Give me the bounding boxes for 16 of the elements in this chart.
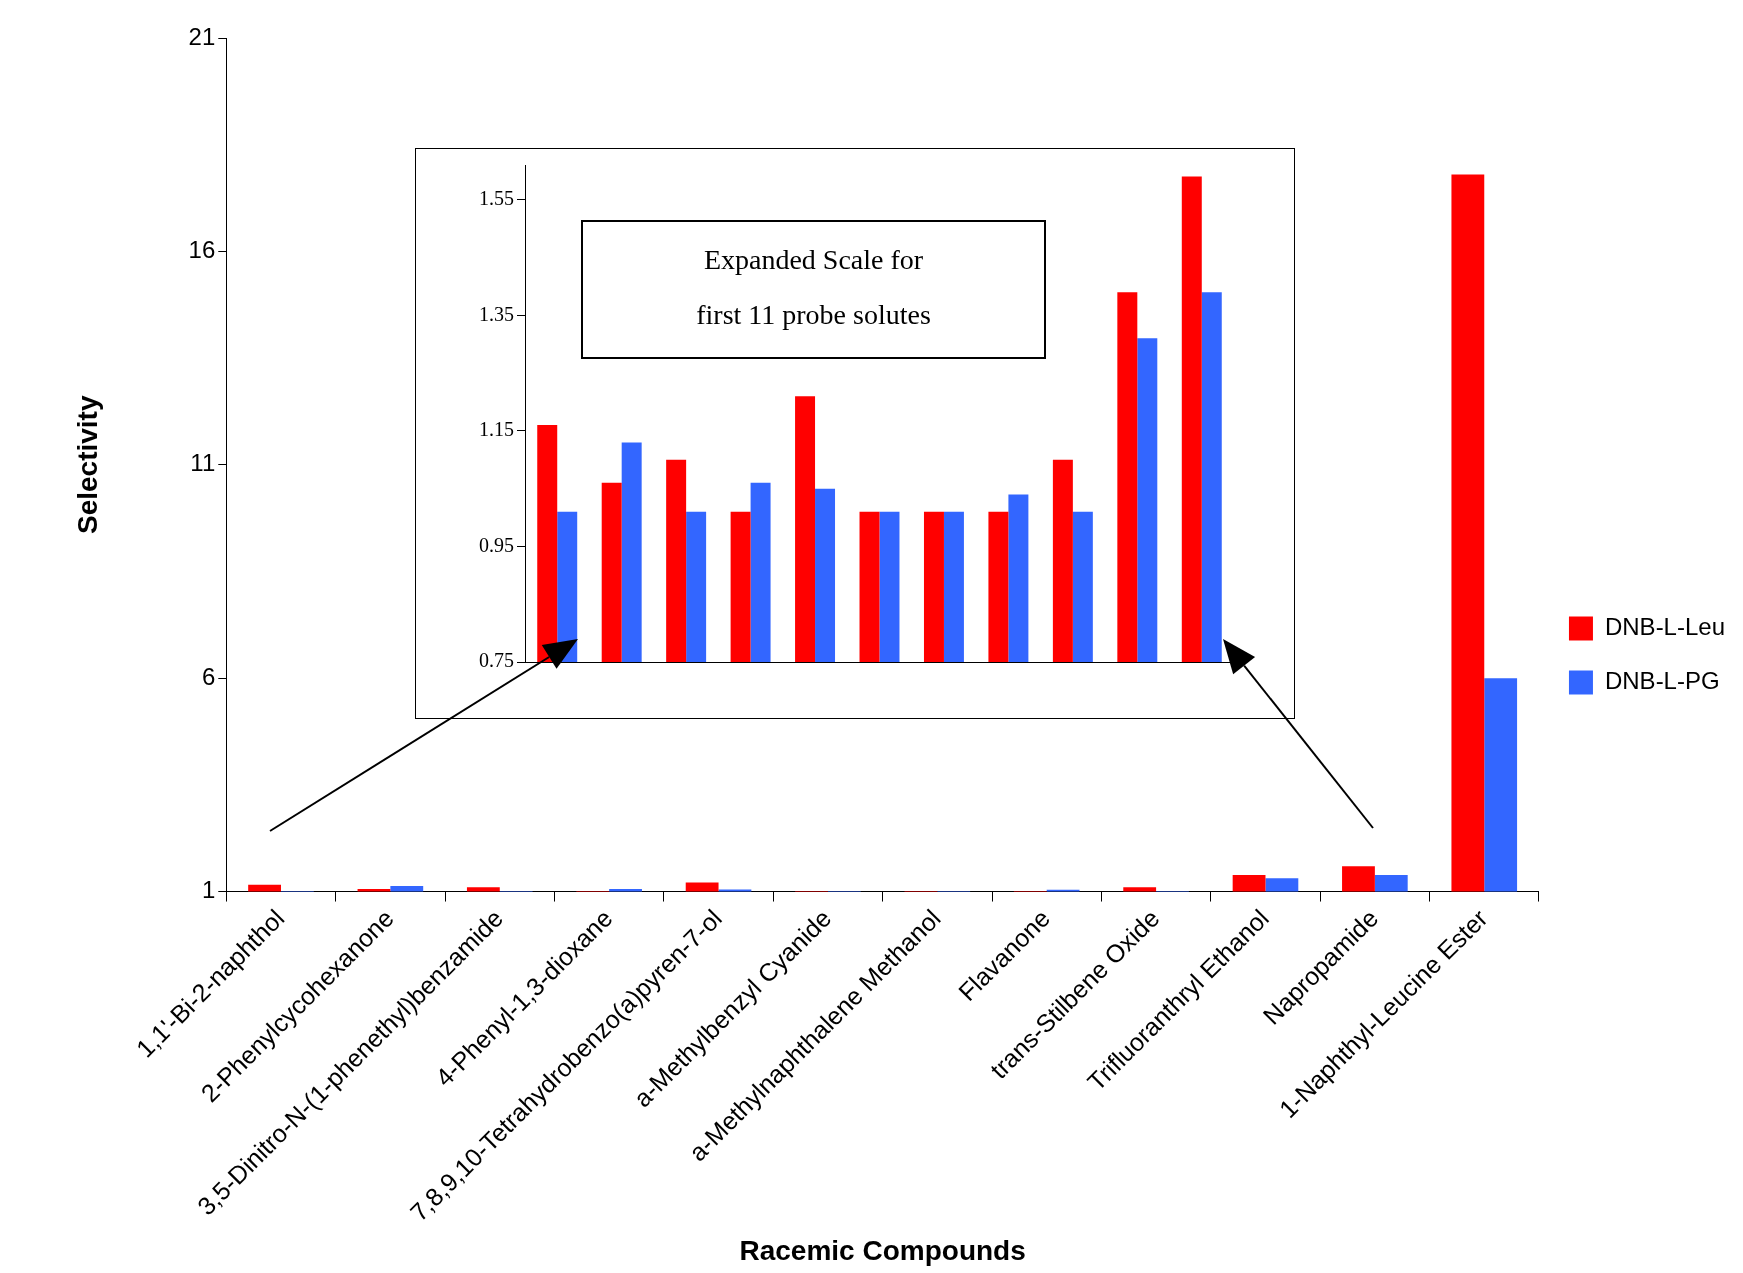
x-axis-title: Racemic Compounds xyxy=(739,1234,1026,1266)
y-tick-label: 16 xyxy=(188,236,216,264)
annotation: first 11 probe solutes xyxy=(696,299,931,331)
y-tick-label: 1.15 xyxy=(479,418,514,441)
legend-label: DNB-L-Leu xyxy=(1604,613,1725,641)
y-tick-label: 6 xyxy=(201,662,216,690)
y-tick-label: 1.55 xyxy=(479,186,514,209)
y-tick-label: 1.35 xyxy=(479,302,514,325)
y-tick-label: 0.75 xyxy=(479,649,514,672)
annotation: Expanded Scale for xyxy=(703,244,924,276)
y-tick-label: 0.95 xyxy=(479,533,514,556)
legend-label: DNB-L-PG xyxy=(1604,667,1720,695)
y-tick-label: 21 xyxy=(188,22,216,50)
y-tick-label: 1 xyxy=(201,876,216,904)
y-axis-title: Selectivity xyxy=(71,395,103,535)
y-tick-label: 11 xyxy=(190,449,216,477)
